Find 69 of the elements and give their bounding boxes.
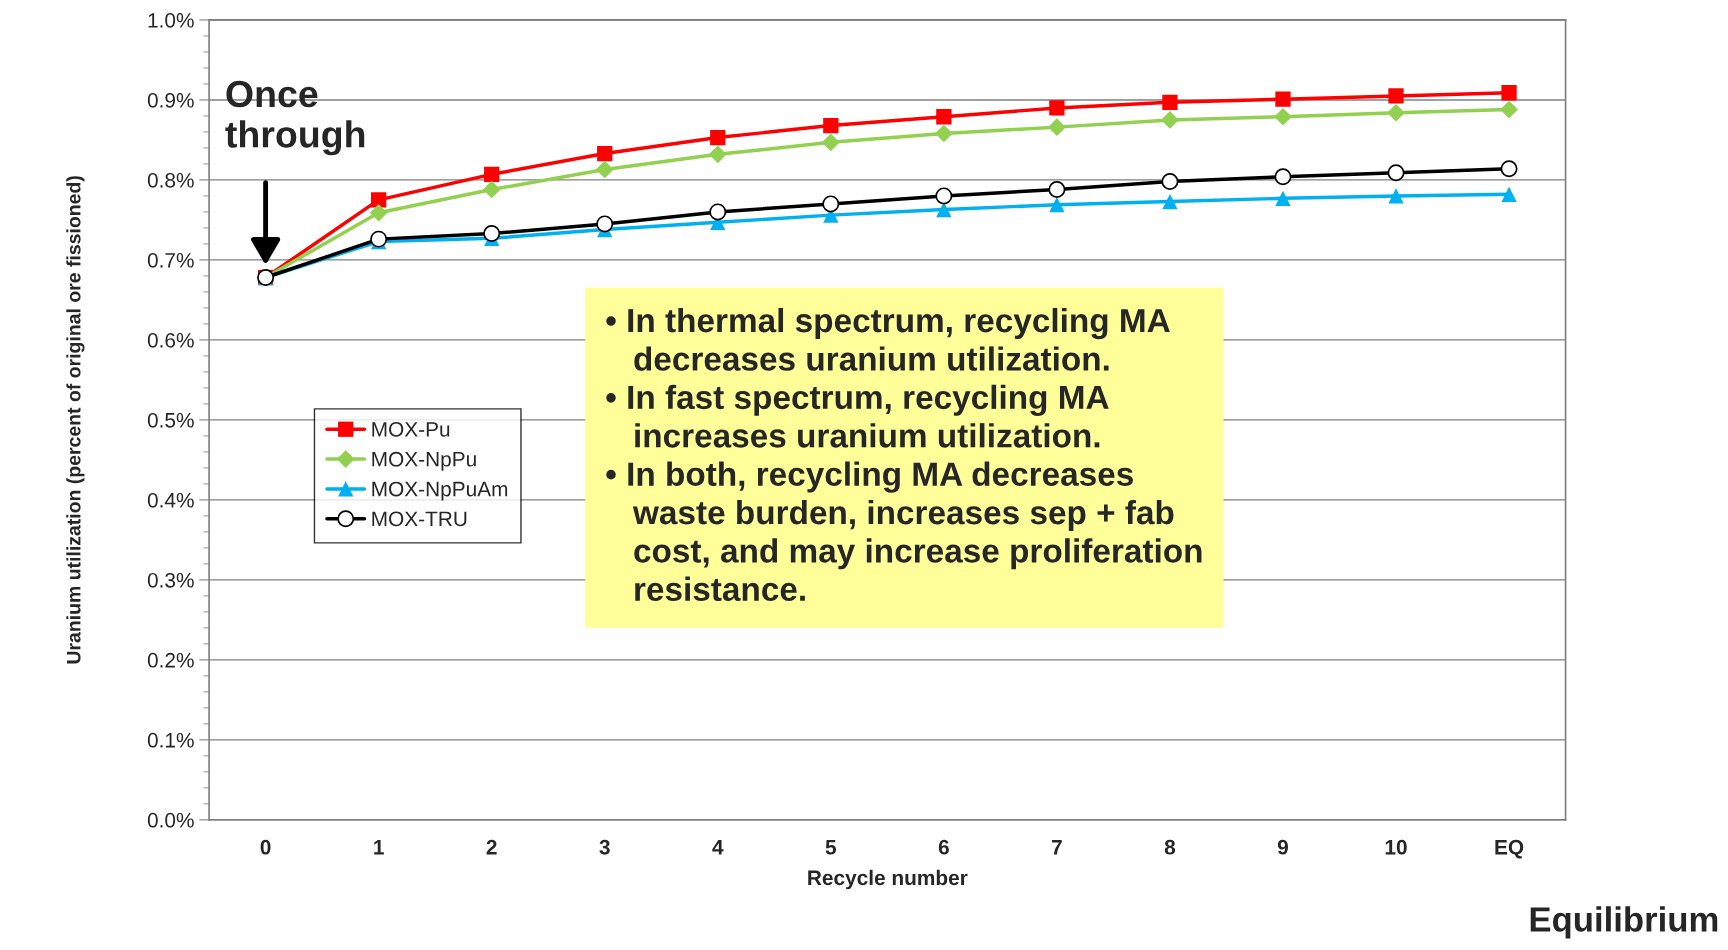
point [484,166,500,182]
point [1161,173,1179,191]
y-tick-label: 0.5% [147,412,194,428]
point [369,203,388,222]
y-tick-label: 0.4% [147,492,194,508]
point [1500,100,1518,119]
point [709,203,727,221]
point [482,180,501,199]
point [1048,181,1066,199]
x-tick-label: 6 [938,839,949,855]
point [1049,197,1065,213]
point [1388,188,1404,204]
point [597,145,613,162]
y-axis-title: Uranium utilization (percent of original ore fissioned) [66,176,85,664]
y-tick-label: 0.3% [147,572,194,588]
x-tick-label: EQ [1495,839,1524,859]
x-tick-label: 7 [1051,840,1062,855]
point [1048,118,1066,136]
point [1501,186,1517,202]
point [1387,164,1405,182]
point [1161,111,1179,129]
x-tick-label: 10 [1385,839,1407,855]
y-tick-label: 0.2% [147,652,194,668]
point [596,215,614,233]
point [823,117,839,134]
annotation: • In thermal spectrum, recycling MA decreases uranium utilization. • In fast spectrum, recycling MA increases uranium utilization. • In both, recycling MA decreases waste burden, increases sep + fab cost, and may increase proliferation resistance. [606,307,1202,602]
point [1162,193,1178,210]
point [1162,94,1178,110]
y-tick-label: 0.9% [147,92,194,108]
point [1274,168,1292,186]
text: Equilibrium [1530,906,1718,939]
point [1388,88,1404,104]
x-tick-label: 1 [374,840,384,855]
y-tick-label: 1.0% [148,12,194,28]
point [822,195,840,213]
point [1387,103,1405,122]
point [483,225,501,242]
annotation: Once through [225,80,365,156]
point [1275,91,1291,107]
point [595,160,614,179]
x-tick-label: 5 [825,840,837,855]
y-tick-label: 0.6% [147,332,194,348]
x-tick-label: 8 [1164,839,1176,855]
legend-label: MOX-TRU [372,511,467,527]
y-tick-label: 0.0% [147,812,194,828]
point [1049,100,1065,116]
point [1275,190,1291,206]
x-tick-label: 9 [1277,839,1288,855]
point [371,192,387,208]
x-tick-label: 0 [260,839,271,855]
x-tick-label: 3 [599,839,610,855]
point [936,109,952,125]
point [935,187,953,205]
x-tick-label: 4 [712,840,724,855]
point [1501,85,1517,101]
legend-label: MOX-Pu [372,421,450,437]
point [708,145,727,164]
point [1500,160,1518,178]
x-axis-title: Recycle number [808,869,968,890]
point [1274,107,1292,126]
x-tick-label: 2 [486,839,497,855]
legend-label: MOX-NpPuAm [372,481,508,501]
y-tick-label: 0.7% [147,252,194,268]
legend-label: MOX-NpPu [372,451,476,471]
y-tick-label: 0.8% [147,172,194,188]
y-tick-label: 0.1% [147,732,194,748]
point [821,133,840,152]
point [935,124,953,143]
point [710,129,726,146]
